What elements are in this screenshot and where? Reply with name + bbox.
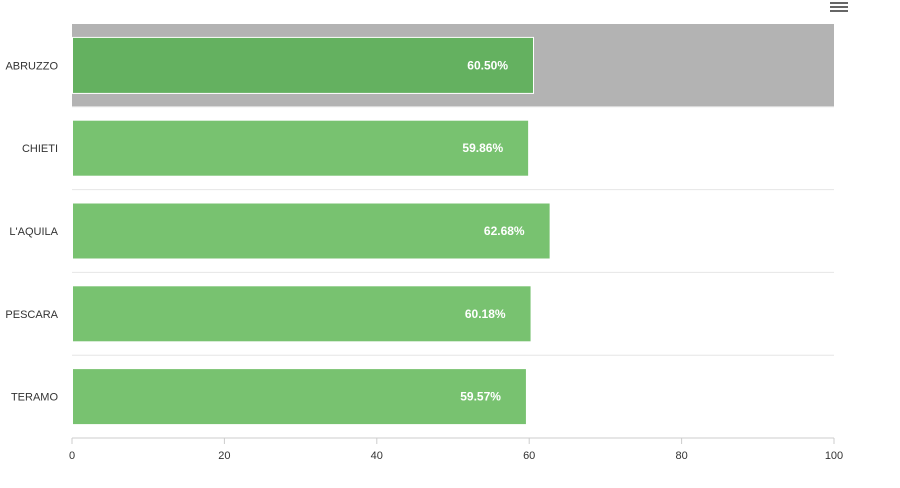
category-label: ABRUZZO [5, 60, 58, 72]
bar-laquila [72, 202, 551, 260]
bar-pescara [72, 285, 532, 343]
category-label: TERAMO [11, 392, 59, 404]
x-axis: 0 20 40 60 80 100 [69, 437, 843, 462]
category-labels-layer: ABRUZZO CHIETI L'AQUILA PESCARA TERAMO [5, 60, 58, 403]
data-label: 60.18% [465, 307, 506, 321]
category-label: CHIETI [22, 143, 58, 155]
x-tick-label: 0 [69, 450, 75, 462]
category-label: L'AQUILA [9, 226, 58, 238]
data-label: 62.68% [484, 224, 525, 238]
x-tick-label: 40 [371, 450, 383, 462]
x-tick-label: 20 [218, 450, 230, 462]
bar-teramo [72, 368, 527, 426]
data-label: 60.50% [467, 58, 508, 72]
data-label: 59.57% [460, 390, 501, 404]
category-label: PESCARA [5, 309, 58, 321]
hamburger-menu-icon[interactable] [828, 0, 850, 14]
x-tick-label: 80 [675, 450, 687, 462]
data-label: 59.86% [462, 141, 503, 155]
x-tick-label: 100 [825, 450, 843, 462]
x-tick-label: 60 [523, 450, 535, 462]
bar-abruzzo [72, 36, 535, 94]
gridlines [72, 106, 834, 356]
data-labels-layer: 60.50% 59.86% 62.68% 60.18% 59.57% [460, 58, 525, 403]
menu-line [830, 6, 848, 8]
bar-chieti [72, 119, 530, 177]
bars-layer [72, 36, 551, 426]
menu-line [830, 2, 848, 4]
menu-line [830, 10, 848, 12]
